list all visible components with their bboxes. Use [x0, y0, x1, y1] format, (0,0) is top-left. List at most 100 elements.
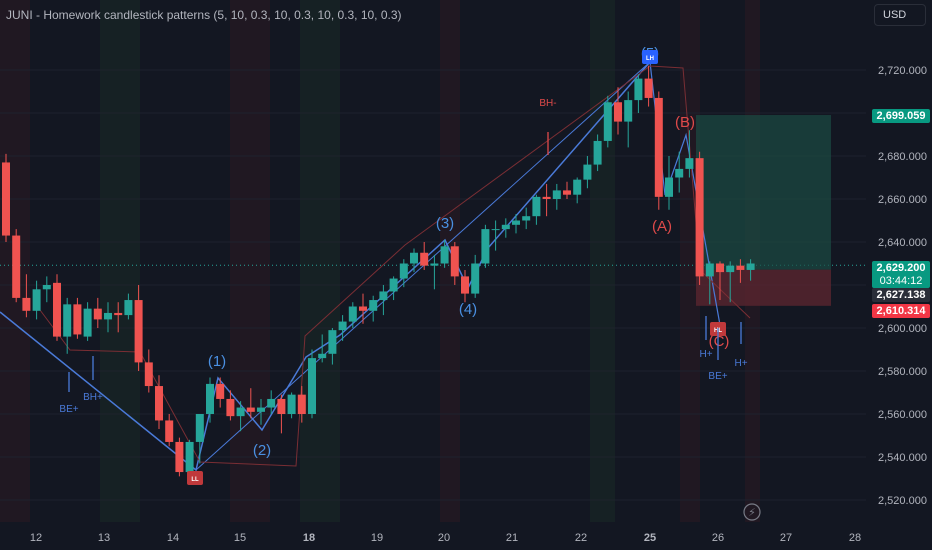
- candle-body: [695, 158, 704, 277]
- candle-body: [297, 394, 306, 414]
- candle-body: [614, 102, 622, 122]
- y-tick-label: 2,660.000: [878, 194, 927, 206]
- wave-4-label: (4): [459, 301, 477, 318]
- candle-body: [430, 263, 439, 266]
- candle-body: [318, 353, 327, 359]
- stop-loss-zone: [696, 269, 831, 306]
- candle-body: [2, 162, 10, 236]
- ll-marker-bg: [187, 471, 203, 485]
- candle-body: [165, 420, 174, 442]
- lh-marker: LH: [646, 56, 654, 62]
- candle-body: [512, 220, 520, 225]
- session-bands: [0, 0, 760, 522]
- x-tick-label: 13: [98, 532, 110, 544]
- y-tick-label: 2,640.000: [878, 237, 927, 249]
- x-tick-label: 20: [438, 532, 450, 544]
- y-tick-label: 2,540.000: [878, 452, 927, 464]
- candle-body: [277, 398, 286, 414]
- session-band: [230, 0, 270, 522]
- candle-body: [114, 312, 123, 316]
- candle-body: [32, 289, 41, 311]
- wave-b-label: (B): [675, 114, 695, 131]
- candle-body: [328, 330, 337, 354]
- candle-body: [593, 140, 602, 165]
- candle-body: [461, 276, 469, 294]
- y-tick-label: 2,720.000: [878, 65, 927, 77]
- candle-body: [206, 383, 214, 414]
- candle-body: [522, 216, 531, 221]
- candle-body: [675, 168, 684, 178]
- candle-body: [287, 394, 296, 414]
- candle-body: [481, 229, 490, 264]
- lh-marker-bg: [642, 50, 658, 64]
- candle-body: [308, 358, 316, 414]
- structure-line: [39, 65, 751, 467]
- candle-body: [685, 158, 694, 169]
- x-tick-label: 22: [575, 532, 587, 544]
- current-price-tag: 2,629.200: [872, 261, 930, 275]
- long-position-tool[interactable]: [696, 115, 831, 306]
- candle-body: [73, 304, 82, 335]
- candle-body: [450, 246, 459, 277]
- candle-body: [22, 297, 31, 311]
- entry-price-tag: 2,627.138: [872, 288, 930, 302]
- candle-body: [389, 278, 398, 292]
- candle-body: [726, 265, 735, 273]
- session-band: [440, 0, 460, 522]
- x-tick-label: 28: [849, 532, 861, 544]
- candle-body: [42, 285, 51, 290]
- candle-body: [216, 383, 225, 399]
- candle-body: [63, 304, 72, 337]
- candle-body: [93, 308, 102, 320]
- candle-body: [369, 300, 378, 311]
- candle-body: [644, 78, 653, 98]
- ll-marker: LL: [191, 477, 199, 483]
- be-plus-signal: BE+: [708, 371, 727, 382]
- candle-body: [736, 265, 745, 270]
- candle-body: [665, 177, 673, 197]
- currency-button[interactable]: USD: [874, 4, 926, 26]
- candle-body: [583, 164, 592, 180]
- candle-body: [746, 263, 755, 270]
- candles[interactable]: [2, 65, 755, 479]
- lightning-icon: [743, 503, 761, 521]
- x-tick-label: 14: [167, 532, 179, 544]
- candle-body: [491, 229, 500, 231]
- y-tick-label: 2,580.000: [878, 366, 927, 378]
- x-tick-label: 18: [303, 532, 315, 544]
- bh-minus-signal: BH-: [539, 98, 556, 109]
- session-band: [100, 0, 140, 522]
- candle-body: [399, 263, 408, 279]
- candle-body: [573, 179, 582, 195]
- candle-body: [134, 300, 143, 363]
- x-tick-label: 21: [506, 532, 518, 544]
- candle-body: [124, 300, 133, 316]
- session-band: [590, 0, 615, 522]
- candle-body: [440, 246, 449, 264]
- candle-body: [53, 282, 61, 337]
- candle-body: [257, 407, 265, 412]
- y-tick-label: 2,600.000: [878, 323, 927, 335]
- candle-body: [420, 252, 429, 266]
- candle-body: [542, 196, 551, 199]
- target-price-tag: 2,699.059: [872, 109, 930, 123]
- y-tick-label: 2,680.000: [878, 151, 927, 163]
- candle-body: [532, 196, 541, 217]
- candle-body: [185, 441, 194, 473]
- wave-a-label: (A): [652, 218, 672, 235]
- candle-body: [624, 100, 633, 122]
- candle-body: [246, 407, 255, 412]
- x-tick-label: 15: [234, 532, 246, 544]
- candle-body: [338, 321, 347, 331]
- x-tick-label: 26: [712, 532, 724, 544]
- candle-body: [236, 407, 245, 417]
- bh-plus-signal: BH+: [83, 392, 103, 403]
- h-plus-signal: H+: [734, 358, 747, 369]
- candle-body: [705, 263, 714, 277]
- annotations: (1)(2)(3)(4)(5)(A)(B)(C)LLLHHLBE+BH+BH-H…: [59, 45, 761, 521]
- x-tick-label: 12: [30, 532, 42, 544]
- lightning-glyph: ⚡: [748, 506, 756, 519]
- candle-body: [410, 252, 418, 264]
- candle-body: [563, 190, 571, 195]
